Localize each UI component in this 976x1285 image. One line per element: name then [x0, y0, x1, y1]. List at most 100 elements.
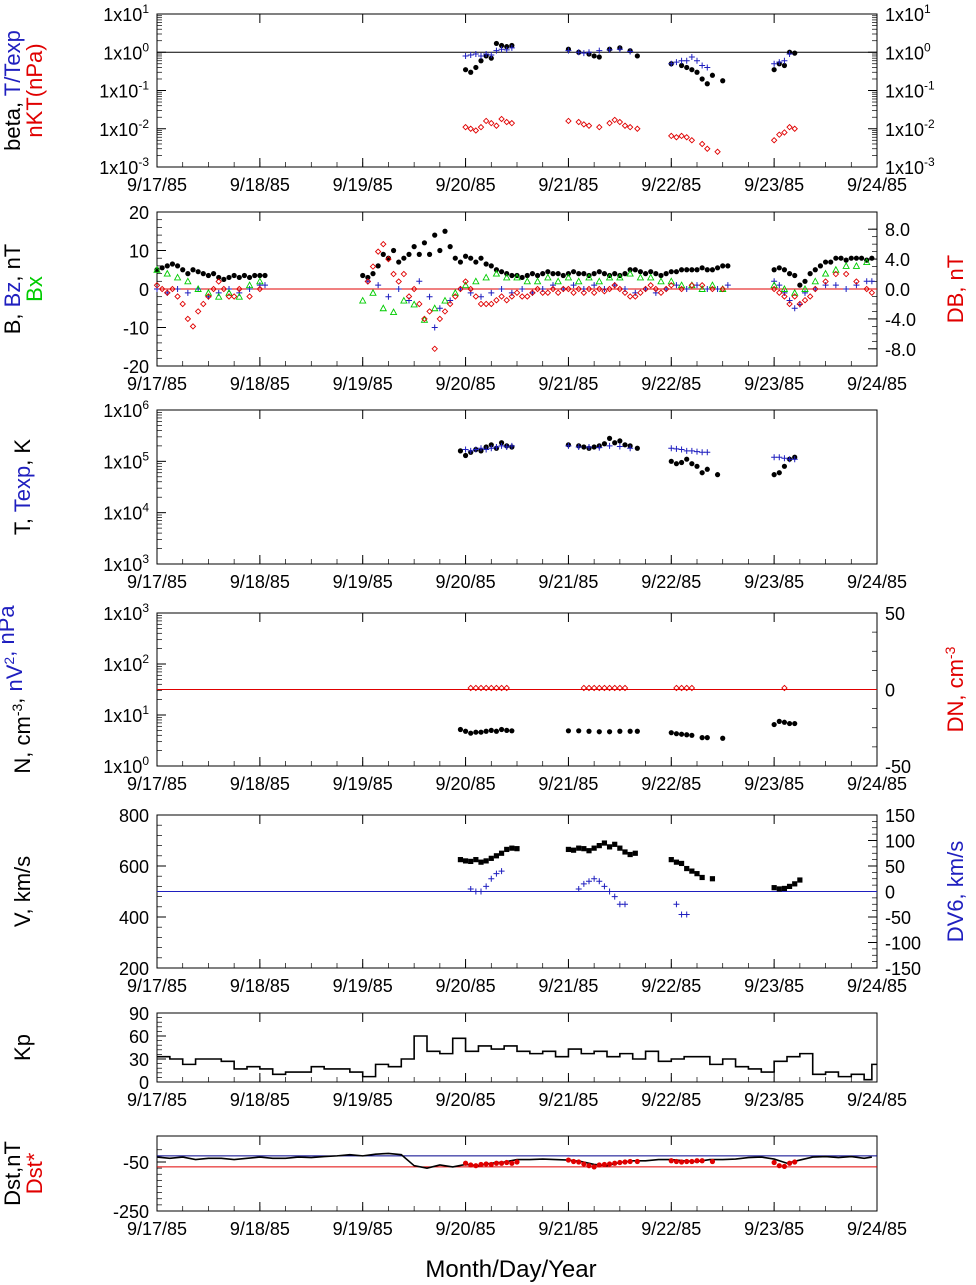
beta-right-tick-label: 1x10-1 — [885, 79, 935, 102]
field-point — [437, 247, 443, 254]
dst-point — [771, 1159, 777, 1166]
field-point — [477, 300, 485, 308]
velocity-point — [673, 859, 680, 865]
temperature-point — [617, 438, 623, 444]
field-point — [540, 271, 546, 277]
field-point — [442, 228, 448, 234]
temperature-x-tick-label: 9/22/85 — [641, 572, 701, 592]
beta-point — [462, 123, 469, 131]
beta-point — [678, 62, 685, 69]
field-point — [200, 300, 207, 308]
beta-point — [714, 148, 721, 156]
field-point — [790, 288, 799, 296]
field-point — [605, 273, 614, 281]
density-point — [468, 730, 474, 736]
velocity-right-tick-label: -150 — [885, 959, 921, 979]
field-point — [668, 282, 675, 289]
temperature-x-tick-label: 9/21/85 — [538, 572, 598, 592]
field-left-tick-label: -10 — [123, 319, 149, 339]
field-point — [256, 277, 264, 285]
beta-point — [668, 132, 675, 140]
beta-point — [467, 51, 474, 58]
field-point — [792, 272, 798, 279]
density-point — [483, 728, 489, 734]
field-point — [648, 269, 654, 275]
dst-point — [509, 1160, 515, 1166]
field-point — [595, 277, 604, 285]
velocity-point — [786, 883, 793, 889]
field-point — [811, 277, 820, 285]
velocity-right-tick-label: 100 — [885, 832, 915, 852]
velocity-point — [483, 883, 490, 890]
density-x-tick-label: 9/24/85 — [847, 774, 907, 794]
field-point — [406, 251, 412, 257]
beta-x-tick-label: 9/19/85 — [333, 175, 393, 195]
field-point — [184, 315, 192, 323]
beta-x-tick-label: 9/18/85 — [230, 175, 290, 195]
temperature-series-t — [457, 435, 798, 478]
field-x-tick-label: 9/21/85 — [538, 374, 598, 394]
kp-x-tick-label: 9/23/85 — [744, 1090, 804, 1110]
temperature-point — [581, 444, 587, 450]
field-point — [462, 278, 469, 285]
dst-point — [478, 1161, 484, 1168]
kp-ylabel-1: Kp — [10, 1034, 35, 1061]
field-point — [390, 247, 397, 254]
field-point — [200, 271, 206, 277]
density-ylabel-1: N, cm-3, nV2, nPa — [0, 605, 35, 774]
field-point — [570, 269, 577, 275]
dst-point — [786, 1160, 793, 1166]
velocity-series-dv6 — [467, 868, 690, 918]
field-point — [210, 271, 217, 277]
field-point — [360, 272, 366, 279]
temperature-point — [503, 444, 510, 451]
beta-point — [473, 64, 479, 71]
temperature-point — [714, 472, 721, 478]
density-point — [704, 735, 710, 741]
field-point — [236, 274, 242, 281]
velocity-point — [509, 845, 515, 851]
density-point — [689, 732, 695, 738]
field-point — [385, 293, 392, 300]
velocity-point — [591, 845, 597, 851]
density-point — [611, 684, 618, 692]
temperature-x-tick-label: 9/18/85 — [230, 572, 290, 592]
kp-x-tick-label: 9/22/85 — [641, 1090, 701, 1110]
field-point — [241, 272, 248, 279]
dst-x-tick-label: 9/18/85 — [230, 1219, 290, 1239]
field-point — [791, 293, 798, 300]
field-point — [781, 293, 788, 300]
beta-point — [575, 49, 582, 56]
velocity-point — [457, 857, 464, 863]
velocity-right-tick-label: 0 — [885, 883, 895, 903]
field-point — [832, 282, 839, 289]
dst-point — [699, 1158, 705, 1164]
field-point — [216, 274, 222, 281]
field-point — [488, 289, 495, 296]
density-point — [617, 728, 623, 734]
field-point — [689, 267, 695, 273]
field-point — [596, 285, 603, 293]
temperature-point — [508, 442, 515, 449]
field-series-bz — [154, 278, 875, 331]
beta-point — [683, 133, 690, 141]
density-point — [634, 728, 640, 734]
beta-ylabel-1: beta, T/Texp — [0, 30, 25, 151]
field-point — [570, 289, 577, 296]
dst-point — [673, 1158, 680, 1165]
field-point — [544, 273, 552, 281]
field-point — [565, 285, 572, 293]
field-point — [647, 282, 654, 289]
field-point — [180, 267, 186, 273]
temperature-point — [488, 445, 495, 452]
beta-point — [709, 72, 716, 78]
field-point — [205, 293, 212, 300]
field-point — [801, 296, 809, 304]
field-point — [518, 293, 526, 300]
field-point — [503, 296, 510, 304]
field-point — [642, 285, 649, 293]
velocity-point — [684, 865, 690, 872]
temperature-point — [668, 445, 675, 452]
beta-point — [493, 40, 500, 47]
